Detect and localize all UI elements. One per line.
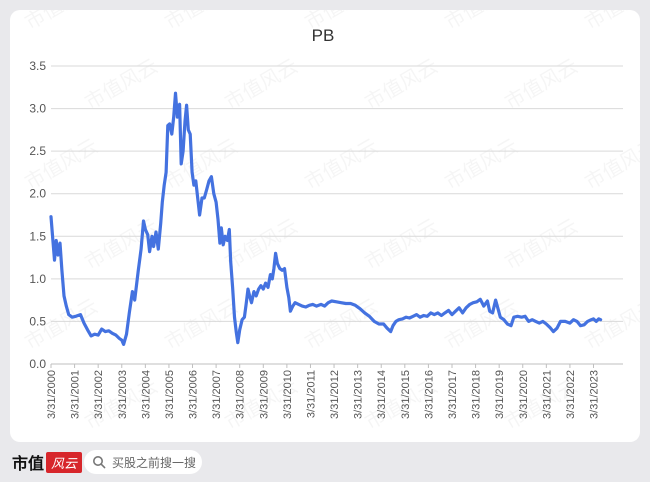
x-tick-label: 3/31/2006	[188, 370, 200, 419]
x-tick-label: 3/31/2004	[140, 370, 152, 419]
x-axis-ticks: 3/31/2000 3/31/2001 3/31/2002 3/31/2003 3/31…	[46, 364, 601, 419]
y-tick-label: 0.5	[29, 314, 46, 328]
x-tick-label: 3/31/2010	[282, 370, 294, 419]
x-tick-label: 3/31/2009	[258, 370, 270, 419]
x-tick-label: 3/31/2014	[376, 370, 388, 419]
x-tick-label: 3/31/2000	[46, 370, 58, 419]
x-tick-label: 3/31/2008	[235, 370, 247, 419]
x-tick-label: 3/31/2015	[400, 370, 412, 419]
y-tick-label: 1.0	[29, 272, 46, 286]
search-box[interactable]: 买股之前搜一搜	[84, 450, 202, 474]
chart-card: 市值风云市值风云市值风云市值风云市值风云市值风云市值风云市值风云市值风云市值风云…	[10, 10, 640, 442]
y-axis-ticks: 0.0 0.5 1.0 1.5 2.0 2.5 3.0 3.5	[29, 59, 46, 371]
brand-logo[interactable]: 市值 风云	[12, 451, 83, 473]
series-line-pb	[49, 91, 603, 346]
y-tick-label: 3.5	[29, 59, 46, 73]
x-tick-label: 3/31/2001	[70, 370, 82, 419]
y-tick-label: 3.0	[29, 102, 46, 116]
x-tick-label: 3/31/2017	[447, 370, 459, 419]
x-tick-label: 3/31/2023	[589, 370, 601, 419]
x-tick-label: 3/31/2021	[541, 370, 553, 419]
footer-bar: 市值 风云 买股之前搜一搜	[0, 442, 650, 482]
x-tick-label: 3/31/2020	[518, 370, 530, 419]
x-tick-label: 3/31/2012	[329, 370, 341, 419]
search-icon	[93, 456, 106, 469]
brand-badge: 风云	[46, 451, 83, 473]
x-tick-label: 3/31/2016	[423, 370, 435, 419]
y-tick-label: 0.0	[29, 357, 46, 371]
y-tick-label: 2.5	[29, 144, 46, 158]
x-tick-label: 3/31/2019	[494, 370, 506, 419]
y-tick-label: 1.5	[29, 229, 46, 243]
x-tick-label: 3/31/2018	[471, 370, 483, 419]
search-placeholder: 买股之前搜一搜	[112, 455, 197, 470]
chart-title: PB	[312, 26, 335, 45]
x-tick-label: 3/31/2003	[117, 370, 129, 419]
y-tick-label: 2.0	[29, 187, 46, 201]
x-tick-label: 3/31/2005	[164, 370, 176, 419]
pb-line-chart: 市值风云市值风云市值风云市值风云市值风云市值风云市值风云市值风云市值风云市值风云…	[21, 10, 641, 419]
x-tick-label: 3/31/2013	[353, 370, 365, 419]
x-tick-label: 3/31/2007	[211, 370, 223, 419]
x-tick-label: 3/31/2022	[565, 370, 577, 419]
brand-name: 市值	[12, 454, 45, 473]
x-tick-label: 3/31/2002	[93, 370, 105, 419]
x-tick-label: 3/31/2011	[305, 370, 317, 418]
